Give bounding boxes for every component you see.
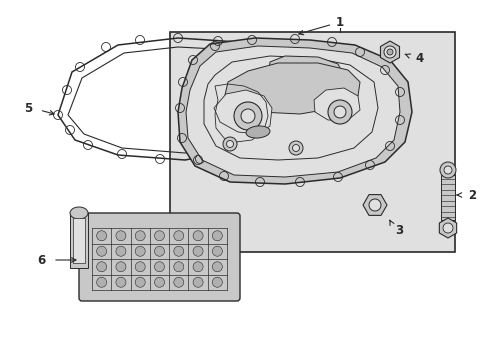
- Polygon shape: [225, 63, 360, 114]
- Text: 5: 5: [24, 102, 32, 114]
- Circle shape: [444, 166, 452, 174]
- Text: 4: 4: [415, 51, 423, 64]
- Polygon shape: [380, 41, 399, 63]
- Circle shape: [212, 277, 222, 287]
- Circle shape: [135, 231, 145, 241]
- Circle shape: [212, 231, 222, 241]
- Circle shape: [154, 246, 165, 256]
- Circle shape: [154, 262, 165, 272]
- Circle shape: [241, 109, 255, 123]
- Circle shape: [289, 141, 303, 155]
- Text: 6: 6: [37, 253, 45, 266]
- Circle shape: [97, 277, 107, 287]
- Polygon shape: [440, 218, 457, 238]
- Circle shape: [97, 246, 107, 256]
- Polygon shape: [204, 56, 378, 160]
- Polygon shape: [363, 195, 387, 215]
- Circle shape: [135, 246, 145, 256]
- Circle shape: [135, 262, 145, 272]
- Circle shape: [234, 102, 262, 130]
- Circle shape: [387, 49, 393, 55]
- Circle shape: [193, 231, 203, 241]
- Ellipse shape: [246, 126, 270, 138]
- Circle shape: [154, 231, 165, 241]
- Circle shape: [97, 262, 107, 272]
- Circle shape: [384, 46, 396, 58]
- Text: 2: 2: [468, 189, 476, 202]
- Text: 1: 1: [336, 15, 344, 28]
- Bar: [170, 32, 455, 252]
- Ellipse shape: [70, 207, 88, 219]
- Circle shape: [223, 137, 237, 151]
- Bar: [70, 213, 88, 268]
- Circle shape: [193, 246, 203, 256]
- Circle shape: [193, 262, 203, 272]
- Circle shape: [226, 140, 234, 148]
- Polygon shape: [268, 56, 345, 92]
- Bar: [441, 175, 455, 220]
- Circle shape: [212, 246, 222, 256]
- Circle shape: [443, 223, 453, 233]
- Circle shape: [212, 262, 222, 272]
- Circle shape: [116, 246, 126, 256]
- Circle shape: [154, 277, 165, 287]
- Circle shape: [116, 262, 126, 272]
- Circle shape: [369, 199, 381, 211]
- Circle shape: [116, 231, 126, 241]
- Circle shape: [174, 246, 184, 256]
- Circle shape: [116, 277, 126, 287]
- Circle shape: [440, 162, 456, 178]
- Circle shape: [135, 277, 145, 287]
- Text: 3: 3: [395, 224, 403, 237]
- Polygon shape: [186, 46, 400, 177]
- Circle shape: [334, 106, 346, 118]
- Polygon shape: [178, 38, 412, 184]
- Circle shape: [293, 144, 299, 152]
- Bar: [73, 218, 85, 263]
- Circle shape: [174, 277, 184, 287]
- Circle shape: [97, 231, 107, 241]
- Polygon shape: [214, 90, 272, 134]
- Circle shape: [174, 231, 184, 241]
- Circle shape: [328, 100, 352, 124]
- Circle shape: [193, 277, 203, 287]
- FancyBboxPatch shape: [79, 213, 240, 301]
- Polygon shape: [314, 88, 360, 120]
- Circle shape: [174, 262, 184, 272]
